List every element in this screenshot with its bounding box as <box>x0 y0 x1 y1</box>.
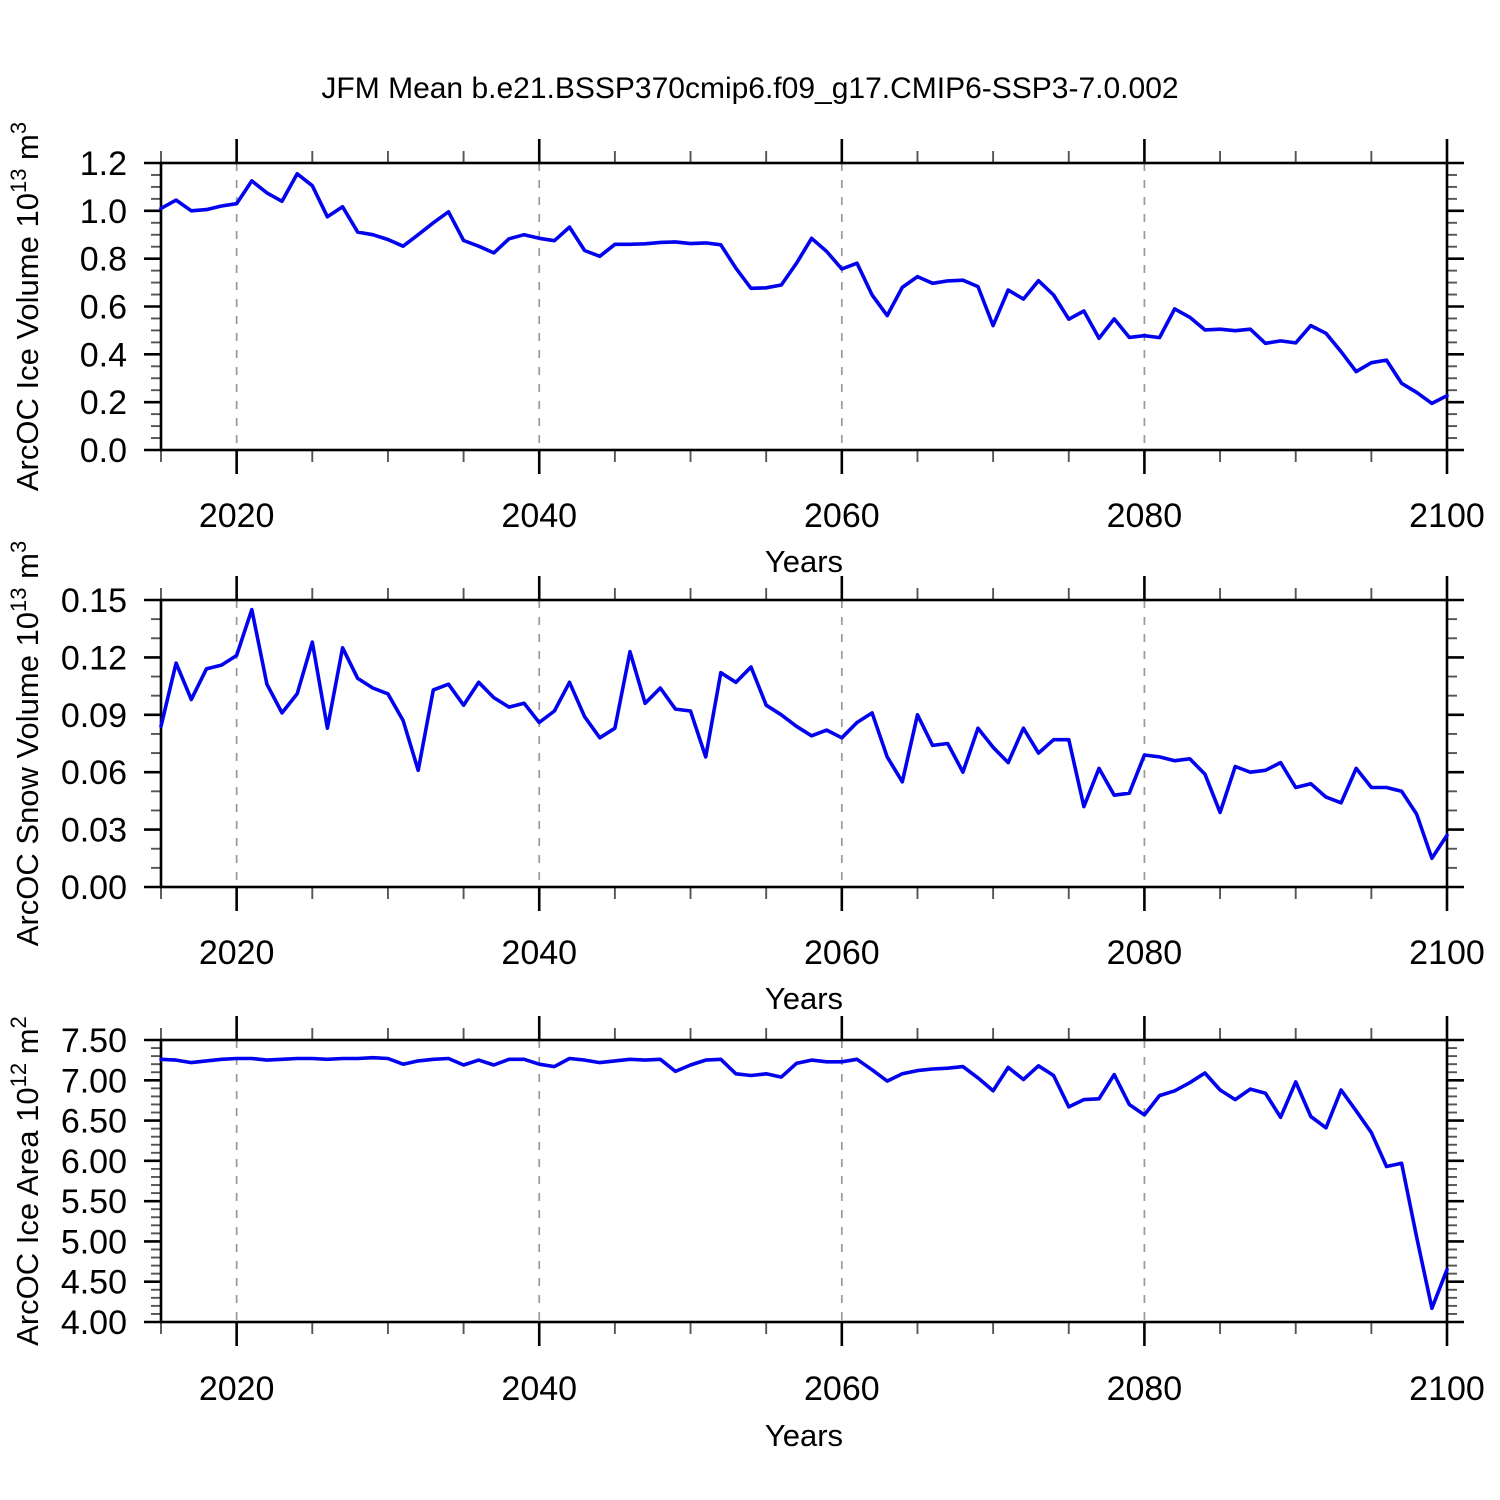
y-axis-title: ArcOC Snow Volume 1013 m3 <box>6 541 45 946</box>
y-axis-title: ArcOC Ice Area 1012 m2 <box>6 1016 45 1346</box>
panel-ice-area: 4.004.505.005.506.006.507.007.50 2020 2040… <box>6 1016 1485 1453</box>
x-tick-label: 2060 <box>804 497 880 535</box>
x-axis-title: Years <box>765 981 843 1016</box>
y-tick-label: 0.6 <box>80 289 127 327</box>
panel-ice-volume: 0.0 0.2 0.4 0.6 0.8 1.0 1.2 2020 2040 2060 2080 210… <box>6 122 1485 579</box>
y-tick-label: 0.00 <box>61 869 127 907</box>
x-tick-label: 2080 <box>1107 497 1183 535</box>
y-tick-label: 0.2 <box>80 384 127 422</box>
y-tick-label: 0.06 <box>61 754 127 792</box>
x-tick-label: 2080 <box>1107 1370 1183 1408</box>
y-tick-label: 4.00 <box>61 1304 127 1342</box>
y-tick-label: 6.00 <box>61 1143 127 1181</box>
x-tick-label: 2060 <box>804 1370 880 1408</box>
y-axis-title: ArcOC Ice Volume 1013 m3 <box>6 122 45 491</box>
x-tick-label: 2100 <box>1409 934 1485 972</box>
plot-frame <box>159 598 1449 889</box>
x-axis-title: Years <box>765 1418 843 1453</box>
y-tick-label: 5.00 <box>61 1223 127 1261</box>
y-tick-label: 0.8 <box>80 241 127 279</box>
x-tick-label: 2100 <box>1409 497 1485 535</box>
series-line-snow-volume <box>159 607 1449 861</box>
x-tick-label: 2020 <box>199 934 275 972</box>
x-tick-label: 2040 <box>501 934 577 972</box>
x-axis-title: Years <box>765 544 843 579</box>
series-line-ice-area <box>159 1055 1449 1311</box>
y-tick-label: 0.09 <box>61 697 127 735</box>
y-tick-label: 7.00 <box>61 1062 127 1100</box>
y-tick-label: 0.4 <box>80 336 127 374</box>
x-tick-label: 2040 <box>501 497 577 535</box>
plot-frame <box>159 161 1449 452</box>
x-tick-label: 2040 <box>501 1370 577 1408</box>
chart-title: JFM Mean b.e21.BSSP370cmip6.f09_g17.CMIP… <box>321 72 1179 105</box>
plot-frame <box>159 1038 1449 1324</box>
x-tick-label: 2020 <box>199 1370 275 1408</box>
y-tick-label: 0.0 <box>80 432 127 470</box>
y-tick-label: 1.0 <box>80 193 127 231</box>
y-tick-label: 0.12 <box>61 639 127 677</box>
x-tick-label: 2100 <box>1409 1370 1485 1408</box>
y-tick-label: 4.50 <box>61 1264 127 1302</box>
y-tick-label: 0.03 <box>61 812 127 850</box>
x-tick-label: 2020 <box>199 497 275 535</box>
y-tick-label: 6.50 <box>61 1103 127 1141</box>
x-tick-label: 2060 <box>804 934 880 972</box>
panel-snow-volume: 0.00 0.03 0.06 0.09 0.12 0.15 2020 2040 2060 2080… <box>6 541 1485 1016</box>
y-tick-label: 1.2 <box>80 145 127 183</box>
y-tick-label: 7.50 <box>61 1022 127 1060</box>
y-tick-label: 0.15 <box>61 582 127 620</box>
y-tick-label: 5.50 <box>61 1183 127 1221</box>
series-line-ice-volume <box>159 172 1449 406</box>
x-tick-label: 2080 <box>1107 934 1183 972</box>
